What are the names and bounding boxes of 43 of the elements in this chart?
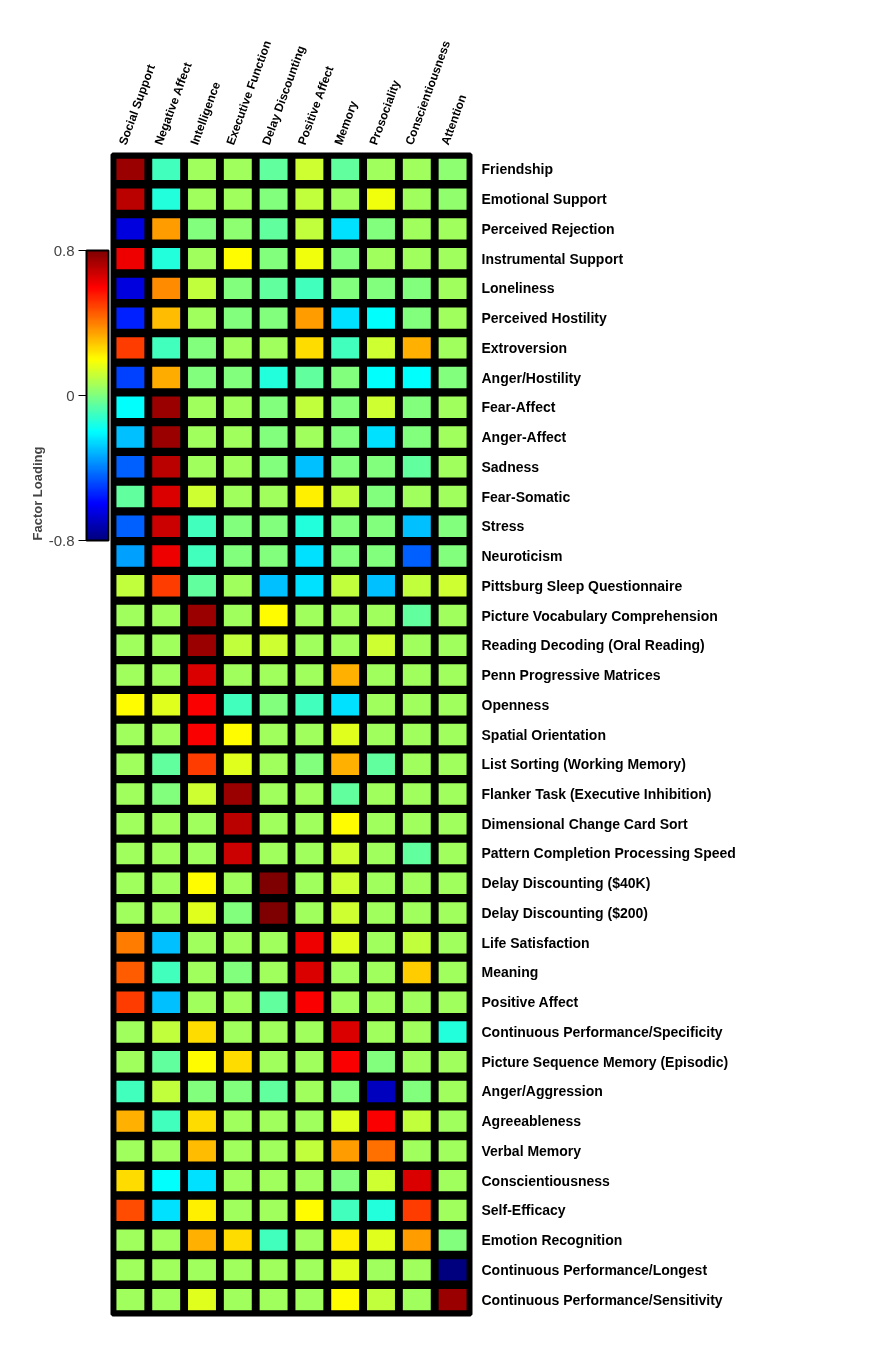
color-bar-label: 0.8 bbox=[53, 241, 75, 259]
y-tick-label: Fear-Somatic bbox=[481, 488, 571, 505]
y-tick-label: Pattern Completion Processing Speed bbox=[481, 845, 736, 862]
y-tick-label: Penn Progressive Matrices bbox=[481, 667, 661, 684]
y-tick-label: Meaning bbox=[481, 964, 539, 981]
y-tick-label: Picture Sequence Memory (Episodic) bbox=[481, 1053, 729, 1070]
y-tick-label: Extroversion bbox=[481, 339, 568, 356]
y-tick-label: Perceived Rejection bbox=[481, 220, 615, 237]
y-tick-label: Picture Vocabulary Comprehension bbox=[481, 607, 718, 624]
y-tick-label: Anger/Aggression bbox=[481, 1083, 603, 1100]
color-bar-label: -0.8 bbox=[48, 531, 75, 549]
y-tick-label: Continuous Performance/Longest bbox=[481, 1261, 708, 1278]
y-tick-label: Emotion Recognition bbox=[481, 1232, 623, 1249]
y-tick-label: Fear-Affect bbox=[481, 399, 556, 416]
y-tick-label: Loneliness bbox=[481, 280, 555, 297]
y-tick-label: Spatial Orientation bbox=[481, 726, 606, 743]
y-tick-label: Continuous Performance/Sensitivity bbox=[481, 1291, 723, 1308]
y-tick-label: Emotional Support bbox=[481, 191, 608, 208]
y-tick-label: Positive Affect bbox=[481, 994, 579, 1011]
color-bar-label: 0 bbox=[66, 386, 75, 404]
y-tick-label: Flanker Task (Executive Inhibition) bbox=[481, 785, 712, 802]
y-tick-label: Agreeableness bbox=[481, 1113, 582, 1130]
y-tick-label: List Sorting (Working Memory) bbox=[481, 756, 686, 773]
y-tick-label: Perceived Hostility bbox=[481, 310, 607, 327]
y-tick-label: Friendship bbox=[481, 161, 554, 178]
y-tick-label: Neuroticism bbox=[481, 548, 563, 565]
y-tick-label: Dimensional Change Card Sort bbox=[481, 815, 688, 832]
y-tick-label: Pittsburg Sleep Questionnaire bbox=[481, 577, 683, 594]
y-tick-label: Verbal Memory bbox=[481, 1142, 582, 1159]
y-tick-label: Conscientiousness bbox=[481, 1172, 611, 1189]
y-tick-label: Delay Discounting ($40K) bbox=[481, 875, 651, 892]
y-tick-label: Stress bbox=[481, 518, 525, 535]
y-tick-label: Openness bbox=[481, 696, 550, 713]
y-tick-label: Sadness bbox=[481, 458, 540, 475]
color-bar-title: Factor Loading bbox=[29, 446, 45, 541]
y-tick-label: Anger/Hostility bbox=[481, 369, 582, 386]
y-tick-label: Delay Discounting ($200) bbox=[481, 904, 648, 921]
y-tick-label: Self-Efficacy bbox=[481, 1202, 566, 1219]
y-tick-label: Instrumental Support bbox=[481, 250, 624, 267]
y-tick-label: Anger-Affect bbox=[481, 429, 567, 446]
y-tick-label: Life Satisfaction bbox=[481, 934, 590, 951]
y-tick-label: Continuous Performance/Specificity bbox=[481, 1023, 723, 1040]
y-tick-label: Reading Decoding (Oral Reading) bbox=[481, 637, 705, 654]
